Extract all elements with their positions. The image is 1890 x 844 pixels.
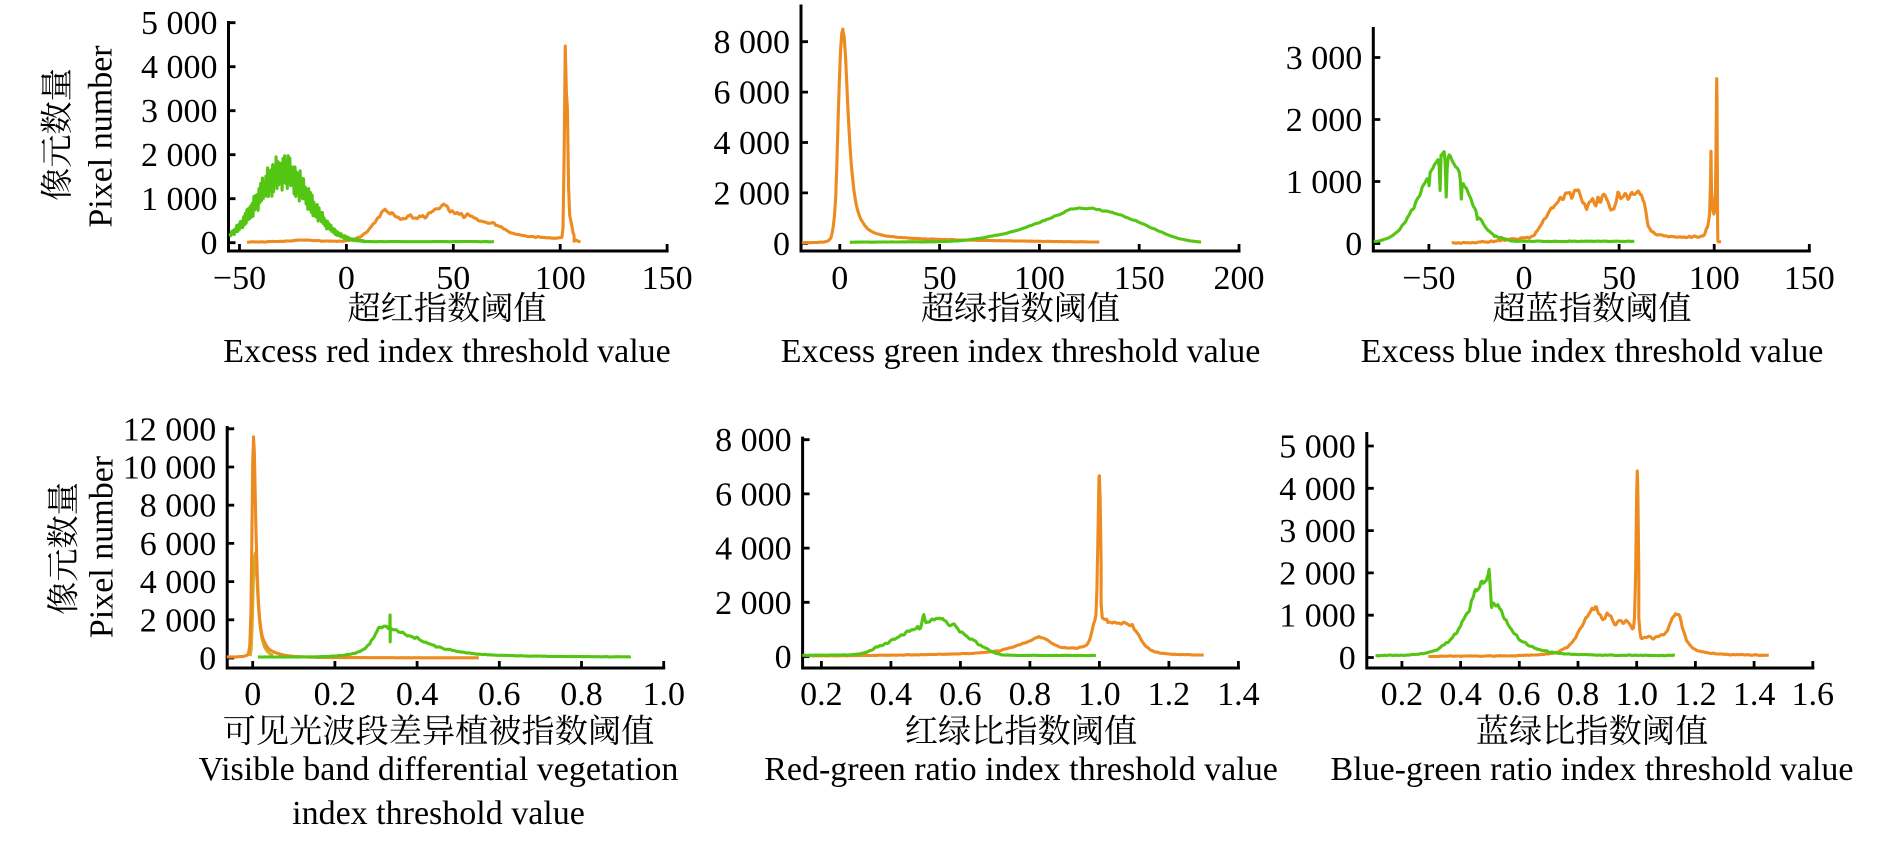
svg-text:8 000: 8 000 (714, 24, 791, 61)
svg-text:0: 0 (201, 225, 218, 262)
svg-text:5 000: 5 000 (141, 5, 218, 42)
svg-text:100: 100 (1689, 260, 1740, 297)
svg-text:8 000: 8 000 (140, 488, 217, 525)
svg-text:100: 100 (1014, 260, 1065, 297)
svg-text:Excess blue index threshold va: Excess blue index threshold value (1361, 333, 1824, 370)
svg-text:3 000: 3 000 (1286, 40, 1363, 77)
svg-text:10 000: 10 000 (123, 450, 217, 487)
svg-text:1.0: 1.0 (1615, 676, 1658, 713)
svg-text:200: 200 (1214, 260, 1265, 297)
svg-text:Pixel number: Pixel number (84, 455, 121, 638)
svg-text:2 000: 2 000 (715, 585, 792, 622)
svg-text:150: 150 (1114, 260, 1165, 297)
svg-text:0.6: 0.6 (939, 676, 982, 713)
svg-text:50: 50 (436, 260, 470, 297)
svg-text:1.2: 1.2 (1674, 676, 1717, 713)
svg-text:0: 0 (338, 260, 355, 297)
svg-text:0: 0 (1345, 226, 1362, 263)
svg-text:1.2: 1.2 (1148, 676, 1191, 713)
svg-text:8 000: 8 000 (715, 422, 792, 459)
svg-text:0: 0 (775, 639, 792, 676)
svg-text:0.8: 0.8 (1009, 676, 1052, 713)
svg-text:Excess green index threshold v: Excess green index threshold value (781, 333, 1261, 370)
svg-text:−50: −50 (213, 260, 266, 297)
svg-text:4 000: 4 000 (140, 564, 217, 601)
svg-text:Blue-green ratio index thresho: Blue-green ratio index threshold value (1330, 751, 1853, 788)
svg-text:4 000: 4 000 (715, 531, 792, 568)
svg-text:3 000: 3 000 (141, 93, 218, 130)
svg-text:4 000: 4 000 (714, 125, 791, 162)
svg-text:150: 150 (642, 260, 693, 297)
svg-text:0.6: 0.6 (478, 676, 521, 713)
svg-text:0.4: 0.4 (1439, 676, 1482, 713)
svg-text:12 000: 12 000 (123, 411, 217, 448)
svg-text:2 000: 2 000 (140, 602, 217, 639)
svg-text:0.6: 0.6 (1498, 676, 1541, 713)
svg-text:1 000: 1 000 (141, 181, 218, 218)
svg-text:1 000: 1 000 (1286, 164, 1363, 201)
svg-text:50: 50 (1602, 260, 1636, 297)
svg-text:150: 150 (1784, 260, 1835, 297)
svg-text:Visible band differential vege: Visible band differential vegetation (199, 751, 679, 788)
svg-text:2 000: 2 000 (714, 175, 791, 212)
svg-text:0.4: 0.4 (870, 676, 913, 713)
svg-text:0: 0 (1516, 260, 1533, 297)
svg-text:Pixel number: Pixel number (82, 45, 119, 228)
svg-text:3 000: 3 000 (1279, 513, 1356, 550)
svg-text:0.8: 0.8 (560, 676, 603, 713)
svg-text:2 000: 2 000 (1279, 555, 1356, 592)
svg-text:1.4: 1.4 (1217, 676, 1260, 713)
svg-text:2 000: 2 000 (1286, 102, 1363, 139)
svg-text:2 000: 2 000 (141, 137, 218, 174)
svg-text:50: 50 (923, 260, 957, 297)
svg-text:6 000: 6 000 (714, 75, 791, 112)
svg-text:0.2: 0.2 (800, 676, 843, 713)
svg-text:index threshold value: index threshold value (292, 795, 585, 832)
svg-text:4 000: 4 000 (1279, 471, 1356, 508)
svg-text:6 000: 6 000 (140, 526, 217, 563)
svg-text:1.4: 1.4 (1733, 676, 1776, 713)
svg-text:−50: −50 (1402, 260, 1455, 297)
svg-text:1 000: 1 000 (1279, 598, 1356, 635)
svg-text:Red-green ratio index threshol: Red-green ratio index threshold value (764, 751, 1278, 788)
svg-text:0.2: 0.2 (314, 676, 357, 713)
svg-text:Excess red index threshold val: Excess red index threshold value (223, 333, 671, 370)
svg-text:100: 100 (535, 260, 586, 297)
svg-text:6 000: 6 000 (715, 476, 792, 513)
svg-text:0.4: 0.4 (396, 676, 439, 713)
svg-text:1.6: 1.6 (1792, 676, 1835, 713)
svg-text:1.0: 1.0 (642, 676, 685, 713)
svg-text:0: 0 (244, 676, 261, 713)
svg-text:0.8: 0.8 (1557, 676, 1600, 713)
svg-text:0: 0 (1339, 640, 1356, 677)
svg-text:0: 0 (199, 641, 216, 678)
svg-text:5 000: 5 000 (1279, 429, 1356, 466)
svg-text:0: 0 (831, 260, 848, 297)
svg-text:0.2: 0.2 (1381, 676, 1424, 713)
svg-text:0: 0 (773, 226, 790, 263)
svg-text:1.0: 1.0 (1078, 676, 1121, 713)
svg-text:4 000: 4 000 (141, 49, 218, 86)
